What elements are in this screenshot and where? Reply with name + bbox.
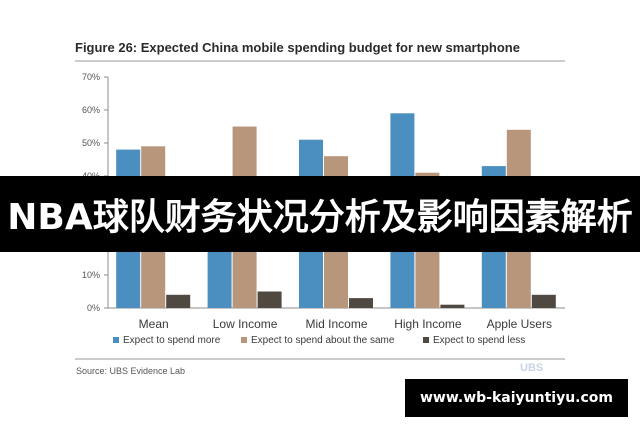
bar-apple-users-expect-to-spend-less: [531, 294, 556, 308]
ubs-logo: UBS: [520, 362, 544, 374]
legend-swatch: [113, 337, 119, 343]
bar-low-income-expect-to-spend-less: [257, 291, 282, 308]
chart-title: Figure 26: Expected China mobile spendin…: [75, 40, 520, 55]
legend-swatch: [423, 337, 429, 343]
x-category-label: Low Income: [213, 317, 278, 331]
legend-label: Expect to spend more: [123, 335, 221, 346]
bar-high-income-expect-to-spend-less: [440, 304, 465, 308]
legend-swatch: [241, 337, 247, 343]
x-category-label: Mean: [139, 317, 169, 331]
website-url-badge[interactable]: www.wb-kaiyuntiyu.com: [405, 379, 628, 417]
y-tick-label: 70%: [82, 72, 100, 82]
source-note: Source: UBS Evidence Lab: [76, 366, 185, 376]
x-category-label: Apple Users: [487, 317, 552, 331]
y-tick-label: 10%: [82, 270, 100, 280]
x-category-label: High Income: [394, 317, 462, 331]
legend-label: Expect to spend about the same: [251, 335, 395, 346]
bar-mean-expect-to-spend-less: [166, 294, 191, 308]
y-tick-label: 60%: [82, 105, 100, 115]
y-tick-label: 0%: [87, 303, 100, 313]
bar-mid-income-expect-to-spend-less: [349, 298, 373, 308]
y-tick-label: 50%: [82, 138, 100, 148]
legend-label: Expect to spend less: [433, 335, 525, 346]
x-category-label: Mid Income: [305, 317, 367, 331]
overlay-banner: NBA球队财务状况分析及影响因素解析: [0, 176, 640, 252]
